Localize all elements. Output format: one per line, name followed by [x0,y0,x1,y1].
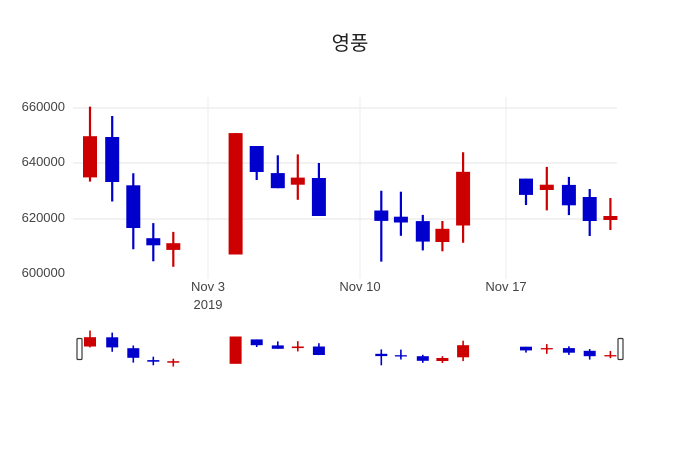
svg-text:Nov 17: Nov 17 [485,279,526,294]
svg-text:2019: 2019 [194,297,223,312]
svg-text:600000: 600000 [22,265,65,280]
svg-text:660000: 660000 [22,99,65,114]
svg-text:Nov 10: Nov 10 [339,279,380,294]
svg-text:620000: 620000 [22,210,65,225]
svg-text:640000: 640000 [22,154,65,169]
svg-text:Nov 3: Nov 3 [191,279,225,294]
